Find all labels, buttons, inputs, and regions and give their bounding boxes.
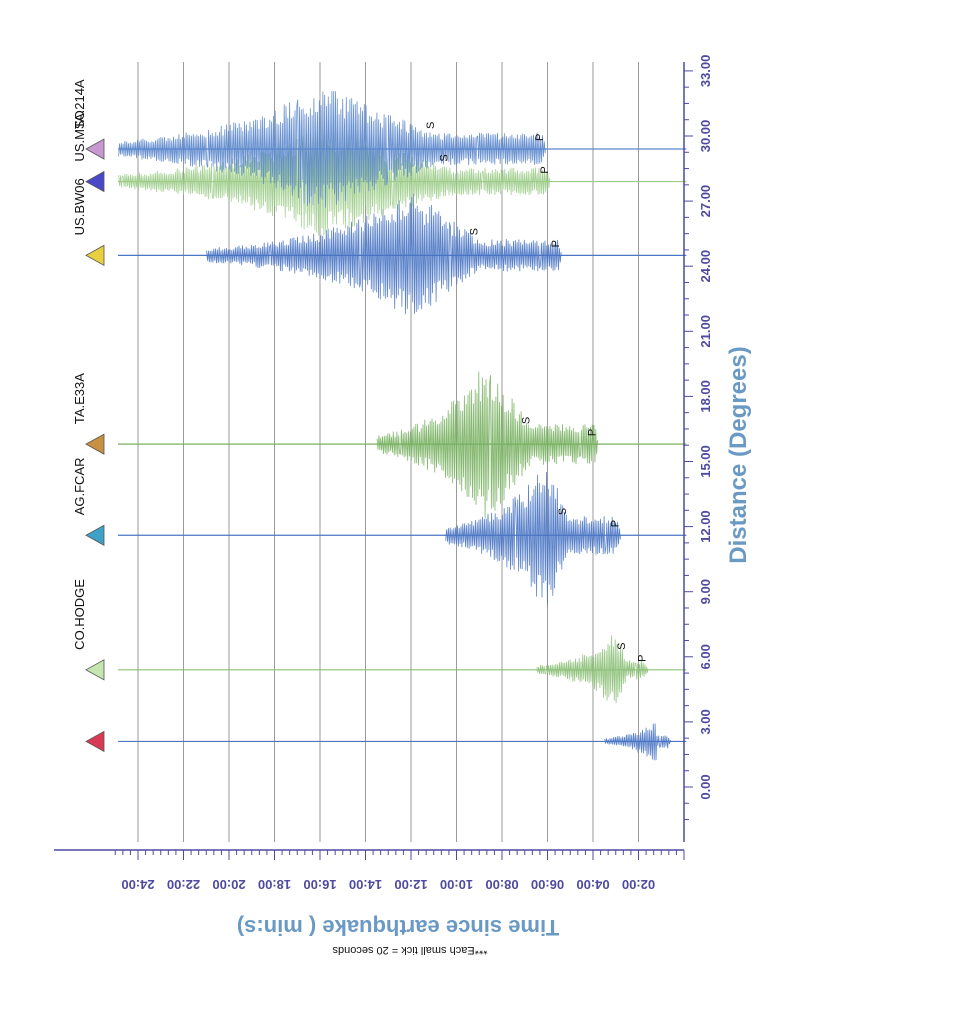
time-tick-label: 20:00 bbox=[212, 877, 245, 892]
time-tick-label: 14:00 bbox=[349, 877, 382, 892]
tick-note: ***Each small tick = 20 seconds bbox=[332, 944, 487, 956]
trace-waveform bbox=[536, 635, 648, 704]
p-phase-label: P bbox=[637, 654, 649, 661]
time-tick-label: 22:00 bbox=[167, 877, 200, 892]
trace-waveform bbox=[118, 131, 551, 236]
distance-tick-label: 12.00 bbox=[698, 510, 713, 543]
station-label: TA.214A bbox=[72, 79, 87, 129]
s-phase-label: S bbox=[616, 642, 628, 649]
trace-waveform bbox=[206, 193, 562, 315]
s-phase-label: S bbox=[439, 154, 451, 161]
trace-waveform bbox=[445, 471, 621, 606]
station-marker-icon bbox=[85, 659, 105, 681]
time-tick-label: 10:00 bbox=[440, 877, 473, 892]
p-phase-label: P bbox=[587, 429, 599, 436]
distance-tick-label: 3.00 bbox=[698, 709, 713, 734]
station-marker-icon bbox=[85, 170, 105, 193]
chart-labels: CO.HODGE P S AG.FCAR P S TA.E33A P S US.BW06 P S US.… bbox=[72, 79, 649, 753]
time-axis-title: Time since earthquake ( min:s) bbox=[237, 915, 559, 940]
distance-tick-label: 21.00 bbox=[698, 315, 713, 348]
distance-axis-title: Distance (Degrees) bbox=[725, 346, 752, 563]
time-tick-label: 06:00 bbox=[531, 877, 564, 892]
station-label: AG.FCAR bbox=[72, 457, 87, 515]
axes: 0.00 3.00 6.00 9.00 12.00 15.00 18.00 21.00 24.0… bbox=[54, 55, 752, 956]
s-phase-label: S bbox=[557, 508, 569, 515]
p-phase-label: P bbox=[539, 166, 551, 173]
trace-waveform bbox=[604, 723, 671, 761]
station-marker-icon bbox=[85, 433, 105, 455]
trace-waveform bbox=[118, 91, 546, 208]
station-marker-icon bbox=[85, 244, 105, 267]
station-marker-icon bbox=[85, 138, 105, 160]
time-tick-label: 12:00 bbox=[394, 877, 427, 892]
station-label: US.MSO bbox=[72, 110, 87, 161]
distance-tick-label: 15.00 bbox=[698, 445, 713, 478]
distance-tick-label: 27.00 bbox=[698, 185, 713, 218]
distance-tick-label: 18.00 bbox=[698, 380, 713, 413]
station-label: US.BW06 bbox=[72, 178, 87, 235]
station-label: CO.HODGE bbox=[72, 579, 87, 650]
time-tick-label: 18:00 bbox=[258, 877, 291, 892]
station-label: TA.E33A bbox=[72, 373, 87, 424]
time-tick-label: 16:00 bbox=[303, 877, 336, 892]
distance-tick-label: 6.00 bbox=[698, 644, 713, 669]
trace-waveform bbox=[376, 371, 598, 519]
station-marker-icon bbox=[85, 730, 105, 753]
time-tick-label: 24:00 bbox=[121, 877, 154, 892]
p-phase-label: P bbox=[609, 520, 621, 527]
distance-tick-label: 0.00 bbox=[698, 774, 713, 799]
distance-tick-label: 33.00 bbox=[698, 55, 713, 88]
time-tick-label: 08:00 bbox=[485, 877, 518, 892]
s-phase-label: S bbox=[521, 417, 533, 424]
s-phase-label: S bbox=[425, 122, 437, 129]
distance-tick-label: 24.00 bbox=[698, 250, 713, 283]
distance-tick-label: 9.00 bbox=[698, 579, 713, 604]
seismic-traces bbox=[118, 91, 687, 761]
time-tick-label: 04:00 bbox=[576, 877, 609, 892]
s-phase-label: S bbox=[468, 228, 480, 235]
station-marker-icon bbox=[85, 524, 105, 546]
distance-tick-label: 30.00 bbox=[698, 120, 713, 153]
p-phase-label: P bbox=[550, 240, 562, 247]
p-phase-label: P bbox=[534, 134, 546, 141]
time-tick-label: 02:00 bbox=[622, 877, 655, 892]
